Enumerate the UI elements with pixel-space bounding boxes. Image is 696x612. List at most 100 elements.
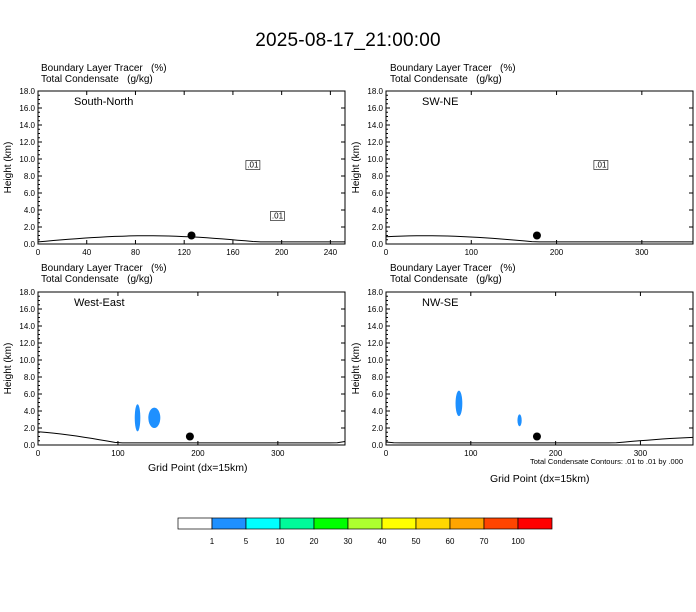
y-tick-label: 18.0 xyxy=(19,87,35,96)
panel-sw-ne: 0.0 2.0 4.0 6.0 8.0 10.0 12.0 14.0 16.0 18.0 0 100 2… xyxy=(351,87,694,257)
colorbar-swatch xyxy=(279,517,315,530)
y-tick-label: 4.0 xyxy=(24,206,36,215)
colorbar-label: 30 xyxy=(344,537,353,546)
y-tick-label: 0.0 xyxy=(24,240,36,249)
colorbar-swatch xyxy=(449,517,485,530)
panel-header-west-east: Boundary Layer Tracer (%) Total Condensa… xyxy=(41,263,167,285)
x-tick-label: 160 xyxy=(226,248,240,257)
y-tick-label: 16.0 xyxy=(19,104,35,113)
y-tick-label: 8.0 xyxy=(24,172,36,181)
colorbar-label: 50 xyxy=(412,537,421,546)
y-tick-label: 0.0 xyxy=(372,240,384,249)
y-tick-label: 10.0 xyxy=(367,356,383,365)
colorbar-label: 70 xyxy=(480,537,489,546)
colorbar-label: 100 xyxy=(511,537,525,546)
colorbar-swatch xyxy=(177,517,213,530)
x-tick-label: 200 xyxy=(191,449,205,458)
colorbar-swatch xyxy=(415,517,451,530)
panel-label: NW-SE xyxy=(422,297,458,309)
colorbar-swatch xyxy=(211,517,247,530)
header-line-condensate: Total Condensate (g/kg) xyxy=(390,274,502,285)
y-tick-label: 12.0 xyxy=(19,138,35,147)
tracer-region-2 xyxy=(517,414,522,427)
x-tick-label: 300 xyxy=(634,449,648,458)
colorbar-label: 1 xyxy=(210,537,215,546)
x-tick-label: 0 xyxy=(36,449,41,458)
y-tick-label: 4.0 xyxy=(372,407,384,416)
header-line-condensate: Total Condensate (g/kg) xyxy=(41,74,153,85)
y-tick-label: 16.0 xyxy=(367,104,383,113)
header-line-condensate: Total Condensate (g/kg) xyxy=(390,74,502,85)
x-tick-label: 100 xyxy=(465,248,479,257)
colorbar-label: 5 xyxy=(244,537,249,546)
plot-frame xyxy=(385,291,694,446)
panel-label: West-East xyxy=(74,297,125,309)
colorbar-swatch xyxy=(347,517,383,530)
contour-label: .01 xyxy=(595,161,607,170)
y-tick-label: 14.0 xyxy=(367,121,383,130)
location-marker xyxy=(187,231,196,240)
contour-label-box xyxy=(593,160,609,170)
y-tick-label: 0.0 xyxy=(372,441,384,450)
panel-west-east: 0.0 2.0 4.0 6.0 8.0 10.0 12.0 14.0 16.0 18.0 0 100 2… xyxy=(3,288,346,458)
header-line-condensate: Total Condensate (g/kg) xyxy=(41,274,153,285)
x-tick-label: 240 xyxy=(324,248,338,257)
header-line-tracer: Boundary Layer Tracer (%) xyxy=(390,263,516,274)
tracer-region-1 xyxy=(134,404,141,432)
y-tick-label: 8.0 xyxy=(24,373,36,382)
y-tick-label: 0.0 xyxy=(24,441,36,450)
colorbar-swatch xyxy=(245,517,281,530)
y-tick-label: 14.0 xyxy=(367,322,383,331)
panel-header-sw-ne: Boundary Layer Tracer (%) Total Condensa… xyxy=(390,63,516,85)
y-tick-label: 6.0 xyxy=(24,189,36,198)
y-tick-label: 16.0 xyxy=(19,305,35,314)
terrain-line xyxy=(385,235,693,243)
contour-label: .01 xyxy=(247,161,259,170)
x-tick-label: 120 xyxy=(178,248,192,257)
panel-south-north: 0.0 2.0 4.0 6.0 8.0 10.0 12.0 14.0 16.0 18.0 0 40 80… xyxy=(3,87,346,257)
x-tick-label: 100 xyxy=(111,449,125,458)
plot-frame xyxy=(37,291,346,446)
x-tick-label: 200 xyxy=(549,449,563,458)
y-tick-label: 6.0 xyxy=(372,189,384,198)
y-tick-label: 12.0 xyxy=(367,138,383,147)
x-tick-label: 200 xyxy=(275,248,289,257)
header-line-tracer: Boundary Layer Tracer (%) xyxy=(41,63,167,74)
x-axis-label-right: Grid Point (dx=15km) xyxy=(490,473,590,485)
y-axis-label: Height (km) xyxy=(351,343,362,395)
y-tick-label: 12.0 xyxy=(367,339,383,348)
y-tick-label: 18.0 xyxy=(19,288,35,297)
contour-label-box xyxy=(270,211,285,221)
panel-header-nw-se: Boundary Layer Tracer (%) Total Condensa… xyxy=(390,263,516,285)
y-tick-label: 6.0 xyxy=(372,390,384,399)
panel-label: SW-NE xyxy=(422,96,458,108)
y-axis-label: Height (km) xyxy=(351,142,362,194)
colorbar-label: 20 xyxy=(310,537,319,546)
y-tick-label: 10.0 xyxy=(19,356,35,365)
location-marker xyxy=(185,432,194,441)
y-tick-label: 18.0 xyxy=(367,288,383,297)
x-tick-label: 0 xyxy=(384,449,389,458)
x-tick-label: 0 xyxy=(36,248,41,257)
tracer-region-1 xyxy=(455,390,463,417)
contour-label-box xyxy=(245,160,261,170)
plot-frame xyxy=(37,90,346,245)
y-tick-label: 2.0 xyxy=(372,223,384,232)
terrain-line xyxy=(37,431,346,444)
y-tick-label: 4.0 xyxy=(372,206,384,215)
colorbar-label: 60 xyxy=(446,537,455,546)
panels-layer: 0.0 2.0 4.0 6.0 8.0 10.0 12.0 14.0 16.0 18.0 0 40 80… xyxy=(3,87,694,458)
x-tick-label: 40 xyxy=(82,248,91,257)
location-marker xyxy=(532,231,541,240)
y-axis-label: Height (km) xyxy=(3,343,14,395)
y-tick-label: 2.0 xyxy=(24,223,36,232)
header-line-tracer: Boundary Layer Tracer (%) xyxy=(41,263,167,274)
y-tick-label: 14.0 xyxy=(19,121,35,130)
colorbar-label: 10 xyxy=(276,537,285,546)
colorbar-swatch xyxy=(483,517,519,530)
y-tick-label: 4.0 xyxy=(24,407,36,416)
x-tick-label: 300 xyxy=(271,449,285,458)
x-axis-label-left: Grid Point (dx=15km) xyxy=(148,462,248,474)
header-line-tracer: Boundary Layer Tracer (%) xyxy=(390,63,516,74)
